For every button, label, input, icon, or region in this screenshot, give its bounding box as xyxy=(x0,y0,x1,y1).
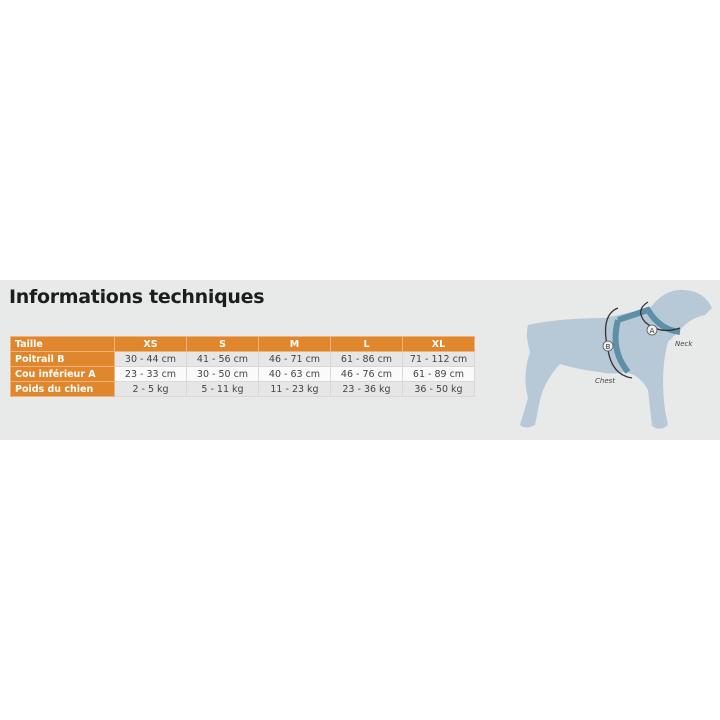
row-label: Poitrail B xyxy=(10,351,115,367)
table-header-row: Taille XS S M L XL xyxy=(10,336,475,352)
table-row: Poitrail B 30 - 44 cm 41 - 56 cm 46 - 71… xyxy=(10,351,475,367)
row-label: Cou inférieur A xyxy=(10,366,115,382)
row-label: Poids du chien xyxy=(10,381,115,397)
header-cell: XS xyxy=(114,336,187,352)
cell: 46 - 76 cm xyxy=(330,366,403,382)
cell: 36 - 50 kg xyxy=(402,381,475,397)
cell: 11 - 23 kg xyxy=(258,381,331,397)
cell: 5 - 11 kg xyxy=(186,381,259,397)
table-row: Cou inférieur A 23 - 33 cm 30 - 50 cm 40… xyxy=(10,366,475,382)
cell: 61 - 86 cm xyxy=(330,351,403,367)
marker-a xyxy=(646,324,658,336)
cell: 61 - 89 cm xyxy=(402,366,475,382)
marker-b-label: B xyxy=(606,343,611,351)
cell: 2 - 5 kg xyxy=(114,381,187,397)
header-cell: XL xyxy=(402,336,475,352)
header-cell: S xyxy=(186,336,259,352)
cell: 30 - 44 cm xyxy=(114,351,187,367)
header-cell: L xyxy=(330,336,403,352)
page-title: Informations techniques xyxy=(9,286,265,308)
cell: 46 - 71 cm xyxy=(258,351,331,367)
marker-a-label: A xyxy=(650,327,655,335)
dog-silhouette xyxy=(520,289,712,429)
cell: 41 - 56 cm xyxy=(186,351,259,367)
cell: 71 - 112 cm xyxy=(402,351,475,367)
cell: 30 - 50 cm xyxy=(186,366,259,382)
size-table: Taille XS S M L XL Poitrail B 30 - 44 cm… xyxy=(10,336,475,397)
cell: 40 - 63 cm xyxy=(258,366,331,382)
header-cell: Taille xyxy=(10,336,115,352)
marker-b xyxy=(602,340,614,352)
harness-strap xyxy=(612,306,681,374)
header-cell: M xyxy=(258,336,331,352)
cell: 23 - 36 kg xyxy=(330,381,403,397)
table-row: Poids du chien 2 - 5 kg 5 - 11 kg 11 - 2… xyxy=(10,381,475,397)
neck-label: Neck xyxy=(675,340,693,348)
cell: 23 - 33 cm xyxy=(114,366,187,382)
dog-harness-diagram: B A Chest Neck xyxy=(520,289,712,429)
chest-label: Chest xyxy=(595,377,615,385)
neck-arrow-icon xyxy=(640,301,681,332)
